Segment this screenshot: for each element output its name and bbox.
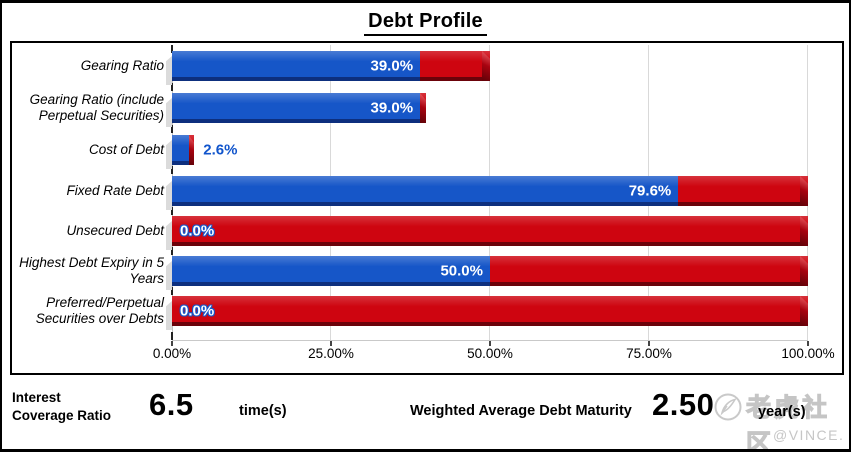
bar-end-bevel	[800, 256, 808, 286]
bar-end-bevel	[481, 51, 490, 81]
category-label: Highest Debt Expiry in 5 Years	[19, 254, 164, 286]
bar-segment-red	[678, 176, 808, 206]
bar-segment-red	[188, 135, 195, 165]
bar-shade	[172, 282, 490, 286]
bar-left-shadow	[166, 98, 172, 127]
bar-shade	[172, 202, 679, 206]
bar-segment-blue	[172, 176, 679, 206]
bar-shade	[490, 282, 808, 286]
x-axis-tick	[648, 341, 650, 346]
bar-value-label: 39.0%	[370, 99, 414, 117]
x-axis-tick	[807, 341, 809, 346]
bar-shade	[678, 202, 808, 206]
bar-shade	[172, 77, 421, 81]
category-label: Fixed Rate Debt	[66, 182, 164, 198]
bar-shade	[172, 119, 421, 123]
watermark-brand: 老虎社区	[745, 393, 831, 452]
x-tick-label: 50.00%	[467, 346, 513, 361]
bar-row: 79.6%	[166, 176, 808, 210]
bar-shade	[420, 77, 490, 81]
bar-end-bevel	[800, 296, 808, 326]
category-label: Preferred/Perpetual Securities over Debt…	[35, 294, 164, 326]
x-tick-label: 100.00%	[781, 346, 835, 361]
bar-row: 39.0%	[166, 51, 808, 85]
bar-row: 0.0%	[166, 216, 808, 250]
bar-value-label: 2.6%	[203, 141, 238, 159]
bar-left-shadow	[166, 221, 172, 250]
bar-end-bevel	[799, 176, 808, 206]
bar-value-label: 0.0%	[180, 302, 215, 320]
bar-value-label: 50.0%	[440, 262, 483, 280]
category-label: Cost of Debt	[88, 141, 164, 157]
x-axis-tick	[330, 341, 332, 346]
bar-segment-red	[490, 256, 808, 286]
category-axis-tick	[171, 332, 173, 340]
bar-left-shadow	[166, 181, 172, 210]
bar-left-shadow	[166, 140, 172, 169]
title-row: Debt Profile	[2, 10, 849, 36]
bar-end-bevel	[188, 135, 195, 165]
category-axis-tick	[171, 45, 173, 53]
bar-shade	[172, 242, 808, 246]
bar-end-bevel	[420, 93, 427, 123]
bar-segment-red	[420, 93, 427, 123]
bar-segment-blue	[172, 51, 421, 81]
bar-end-bevel	[800, 216, 808, 246]
plot-area: 39.0% 39.0% 2.6% 79.6% 0.0% 50.0% 0.0%	[166, 45, 809, 346]
bar-left-shadow	[166, 301, 172, 330]
bar-value-label: 39.0%	[370, 57, 414, 75]
interest-coverage-ratio-unit: time(s)	[239, 403, 287, 419]
bar-segment-blue	[172, 256, 490, 286]
bar-row: 50.0%	[166, 256, 808, 290]
category-axis-tick	[171, 125, 173, 133]
chart-title: Debt Profile	[364, 10, 487, 36]
bar-value-label: 0.0%	[180, 222, 215, 240]
category-label: Gearing Ratio (include Perpetual Securit…	[29, 91, 164, 123]
weighted-average-debt-maturity-label: Weighted Average Debt Maturity	[410, 403, 632, 419]
category-axis-tick	[171, 83, 173, 91]
bar-row: 0.0%	[166, 296, 808, 330]
x-axis-line	[172, 340, 808, 341]
category-label: Unsecured Debt	[66, 222, 164, 238]
bar-segment-red	[172, 296, 808, 326]
interest-coverage-ratio-value: 6.5	[149, 387, 194, 422]
chart-box: Gearing Ratio Gearing Ratio (include Perp…	[10, 41, 844, 375]
bar-row: 39.0%	[166, 93, 808, 127]
x-axis-tick	[489, 341, 491, 346]
bar-left-shadow	[166, 56, 172, 85]
category-axis-tick	[171, 207, 173, 215]
category-axis-tick	[171, 247, 173, 255]
bar-segment-blue	[172, 93, 421, 123]
bar-shade	[172, 161, 189, 165]
x-tick-label: 0.00%	[152, 346, 192, 361]
bar-segment-blue	[172, 135, 189, 165]
bar-left-shadow	[166, 261, 172, 290]
bar-shade	[172, 322, 808, 326]
x-tick-label: 25.00%	[308, 346, 354, 361]
bar-value-label: 79.6%	[628, 182, 672, 200]
category-axis-tick	[171, 287, 173, 295]
bar-row: 2.6%	[166, 135, 808, 169]
watermark-handle: @VINCE.	[773, 427, 845, 443]
feather-icon	[713, 392, 743, 427]
category-label: Gearing Ratio	[80, 57, 164, 73]
bar-segment-red	[172, 216, 808, 246]
x-tick-label: 75.00%	[626, 346, 672, 361]
weighted-average-debt-maturity-value: 2.50	[652, 387, 715, 422]
interest-coverage-ratio-label: Interest Coverage Ratio	[12, 390, 112, 424]
weighted-average-debt-maturity-unit: year(s)	[758, 404, 806, 420]
x-axis-tick	[171, 341, 173, 346]
category-axis-tick	[171, 166, 173, 174]
bar-segment-red	[420, 51, 490, 81]
